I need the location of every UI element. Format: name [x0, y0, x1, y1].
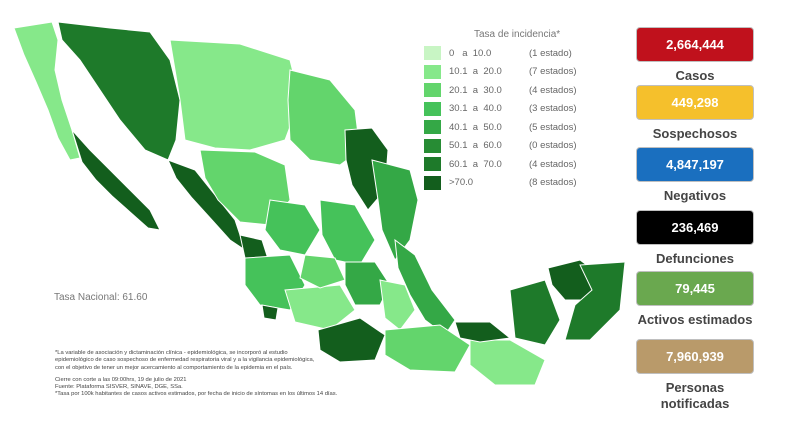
state-chiapas: [469, 339, 546, 386]
legend-range: 20.1 a 30.0: [449, 84, 502, 96]
legend-item: 30.1 a 40.0 (3 estados): [424, 100, 624, 119]
legend-item: 10.1 a 20.0 (7 estados): [424, 63, 624, 82]
footnote-line: *Tasa por 100k habitantes de casos activ…: [55, 391, 338, 398]
legend-count: (3 estados): [529, 103, 577, 115]
legend-range: 40.1 a 50.0: [449, 121, 502, 133]
state-zacatecas: [264, 199, 321, 256]
legend-range: 30.1 a 40.0: [449, 103, 502, 115]
stat-value: 7,960,939: [636, 339, 754, 374]
state-baja-california: [13, 21, 81, 161]
state-coahuila: [287, 69, 361, 166]
stat-label: Defunciones: [655, 251, 734, 266]
legend-rows: 0 a 10.0 (1 estado) 10.1 a 20.0 (7 estados)…: [424, 44, 624, 192]
legend-title: Tasa de incidencia*: [474, 29, 561, 40]
legend-count: (0 estados): [529, 140, 577, 152]
legend-swatch: [424, 64, 441, 79]
legend-item: 20.1 a 30.0 (4 estados): [424, 81, 624, 100]
stat-card: 236,469 Defunciones: [636, 210, 754, 267]
state-sinaloa: [167, 159, 246, 252]
legend-count: (8 estados): [529, 177, 577, 189]
state-tamaulipas: [371, 159, 419, 261]
legend-count: (1 estado): [529, 47, 572, 59]
mexico-incidence-map: [13, 21, 625, 386]
state-puebla: [379, 279, 416, 331]
legend-item: 50.1 a 60.0 (0 estados): [424, 137, 624, 156]
state-quintana-roo: [564, 261, 625, 341]
legend-swatch: [424, 83, 441, 98]
footnote-line: Cierre con corte a las 09:00hrs, 19 de j…: [55, 376, 187, 383]
state-colima: [261, 304, 279, 321]
legend-swatch: [424, 101, 441, 116]
state-tabasco: [454, 321, 512, 343]
stat-value: 79,445: [636, 271, 754, 306]
state-central-cluster: [344, 261, 391, 306]
stat-label: Personas notificadas: [660, 380, 730, 411]
state-campeche: [509, 279, 561, 346]
state-baja-california-sur: [71, 129, 161, 231]
legend-range: >70.0: [449, 177, 474, 189]
state-guanajuato: [299, 254, 346, 289]
legend-swatch: [424, 120, 441, 135]
legend-item: 40.1 a 50.0 (5 estados): [424, 118, 624, 137]
stat-value: 2,664,444: [636, 27, 754, 62]
state-oaxaca: [384, 324, 471, 373]
legend-item: >70.0 (8 estados): [424, 174, 624, 193]
footnote-line: epidemiológico de caso sospechoso de enf…: [55, 357, 315, 364]
stat-card: 4,847,197 Negativos: [636, 147, 754, 204]
stat-label: Activos estimados: [637, 312, 753, 327]
legend-range: 50.1 a 60.0: [449, 140, 502, 152]
legend-swatch: [424, 157, 441, 172]
footnote-line: Fuente: Plataforma SISVER, SINAVE, DGE, …: [55, 384, 183, 391]
footnote-line: *La variable de asociación y dictaminaci…: [55, 350, 288, 356]
legend-swatch: [424, 46, 441, 61]
legend-range: 0 a 10.0: [449, 47, 492, 59]
legend-item: 60.1 a 70.0 (4 estados): [424, 155, 624, 174]
legend-count: (5 estados): [529, 121, 577, 133]
legend-count: (7 estados): [529, 66, 577, 78]
legend-count: (4 estados): [529, 158, 577, 170]
legend-count: (4 estados): [529, 84, 577, 96]
legend-range: 60.1 a 70.0: [449, 158, 502, 170]
legend-swatch: [424, 138, 441, 153]
stat-card: 79,445 Activos estimados: [636, 271, 754, 328]
legend-range: 10.1 a 20.0: [449, 66, 502, 78]
stat-label: Sospechosos: [652, 126, 738, 141]
stat-label: Negativos: [663, 188, 727, 203]
incidence-map-panel: Tasa de incidencia* 0 a 10.0 (1 estado) 10…: [13, 21, 625, 399]
state-guerrero: [317, 317, 386, 363]
stat-value: 449,298: [636, 85, 754, 120]
national-rate: Tasa Nacional: 61.60: [54, 292, 148, 303]
stat-card: 449,298 Sospechosos: [636, 85, 754, 142]
legend: Tasa de incidencia* 0 a 10.0 (1 estado) 10…: [424, 29, 624, 192]
state-chihuahua: [169, 39, 301, 151]
legend-swatch: [424, 175, 441, 190]
stat-label: Casos: [675, 68, 715, 83]
stat-value: 4,847,197: [636, 147, 754, 182]
state-san-luis-potosi: [319, 199, 376, 266]
stat-card: 2,664,444 Casos: [636, 27, 754, 84]
legend-item: 0 a 10.0 (1 estado): [424, 44, 624, 63]
footnotes: *La variable de asociación y dictaminaci…: [55, 350, 415, 399]
state-michoacan: [284, 284, 356, 331]
stat-value: 236,469: [636, 210, 754, 245]
footnote-line: con el objetivo de tener un mejor acerca…: [55, 364, 293, 371]
stat-card: 7,960,939 Personas notificadas: [636, 339, 754, 412]
